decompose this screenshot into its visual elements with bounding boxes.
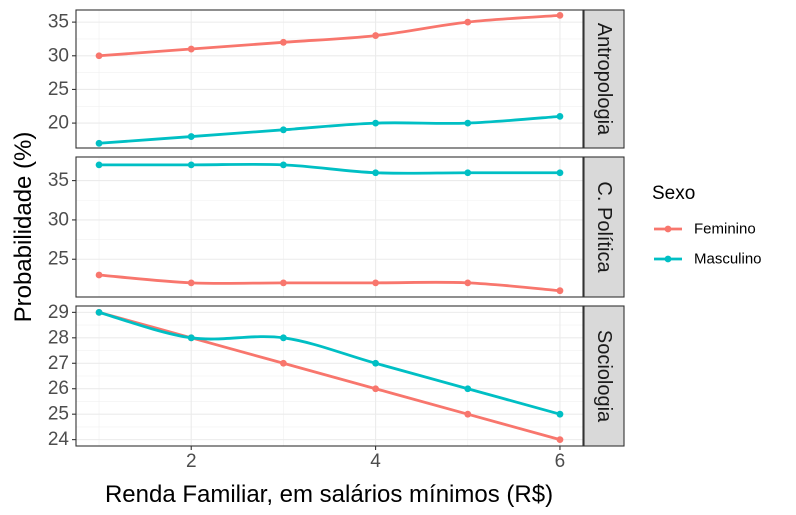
panels: Antropologia 20 25 30 35 C. Política 25 30 35 Soc… <box>48 9 625 450</box>
y-tick-label: 28 <box>48 327 69 348</box>
data-point <box>187 334 195 342</box>
y-tick-label: 30 <box>48 209 69 230</box>
panel-border <box>75 305 584 447</box>
x-axis: 2 4 6 <box>186 446 565 472</box>
data-point <box>187 45 195 53</box>
y-tick-label: 25 <box>48 249 69 270</box>
strip-background <box>583 9 625 149</box>
data-point <box>464 410 472 418</box>
panel-sociologia: Sociologia 24 25 26 27 28 29 <box>48 302 625 450</box>
y-tick-label: 25 <box>48 79 69 100</box>
strip-label: Antropologia <box>593 23 615 136</box>
series-masculino <box>95 308 564 418</box>
data-point <box>556 112 564 120</box>
data-point <box>187 133 195 140</box>
y-tick-label: 26 <box>48 378 69 399</box>
series-masculino <box>95 161 564 177</box>
legend-title: Sexo <box>652 183 695 204</box>
data-point <box>95 139 103 147</box>
data-point <box>372 279 379 287</box>
y-tick-label: 20 <box>48 113 69 134</box>
data-point <box>372 359 379 367</box>
data-point <box>95 308 103 316</box>
data-point <box>372 385 379 393</box>
y-tick-label: 30 <box>48 45 69 66</box>
data-point <box>464 279 472 287</box>
data-point <box>280 161 287 169</box>
series-feminino <box>95 271 564 295</box>
data-point <box>280 279 287 287</box>
x-tick-label: 2 <box>186 451 197 472</box>
data-point <box>95 161 103 169</box>
series-line <box>97 310 562 416</box>
panel-border <box>75 156 584 298</box>
x-tick-label: 4 <box>370 451 381 472</box>
data-point <box>556 169 564 177</box>
data-point <box>280 38 287 46</box>
y-axis-title: Probabilidade (%) <box>10 132 37 323</box>
strip-background <box>583 156 625 298</box>
series-line <box>97 114 562 145</box>
data-point <box>556 11 564 19</box>
y-tick-label: 27 <box>48 353 69 374</box>
y-tick-label: 29 <box>48 302 69 323</box>
data-point <box>280 126 287 134</box>
y-tick-label: 35 <box>48 170 69 191</box>
series-line <box>97 273 562 293</box>
strip-label: C. Política <box>593 181 615 273</box>
data-point <box>372 119 379 127</box>
series-line <box>97 162 562 175</box>
legend-key-point <box>664 255 672 263</box>
data-point <box>556 287 564 295</box>
data-point <box>464 385 472 393</box>
data-point <box>187 161 195 169</box>
legend-label: Feminino <box>694 221 756 238</box>
legend-key-point <box>664 225 672 233</box>
legend-entry-feminino: Feminino <box>654 221 756 238</box>
data-point <box>556 436 564 444</box>
series-masculino <box>95 112 564 147</box>
y-tick-label: 35 <box>48 12 69 33</box>
x-tick-label: 6 <box>555 451 566 472</box>
data-point <box>464 119 472 127</box>
data-point <box>372 169 379 177</box>
panel-border <box>75 9 584 149</box>
legend: Sexo Feminino Masculino <box>652 183 762 268</box>
panel-antropologia: Antropologia 20 25 30 35 <box>48 9 625 149</box>
data-point <box>95 271 103 279</box>
data-point <box>464 169 472 177</box>
series-feminino <box>95 11 564 60</box>
data-point <box>280 334 287 342</box>
strip-label: Sociologia <box>593 330 615 423</box>
panel-c-pol-tica: C. Política 25 30 35 <box>48 156 625 298</box>
data-point <box>464 18 472 26</box>
data-point <box>280 359 287 367</box>
panel-background <box>76 157 583 297</box>
series-line <box>97 13 562 58</box>
y-tick-label: 24 <box>48 429 70 450</box>
legend-entry-masculino: Masculino <box>654 251 762 268</box>
data-point <box>556 410 564 418</box>
strip-background <box>583 305 625 447</box>
x-axis-title: Renda Familiar, em salários mínimos (R$) <box>105 481 553 508</box>
data-point <box>187 279 195 287</box>
data-point <box>372 32 379 39</box>
data-point <box>95 52 103 60</box>
legend-label: Masculino <box>694 251 762 268</box>
y-tick-label: 25 <box>48 404 69 425</box>
